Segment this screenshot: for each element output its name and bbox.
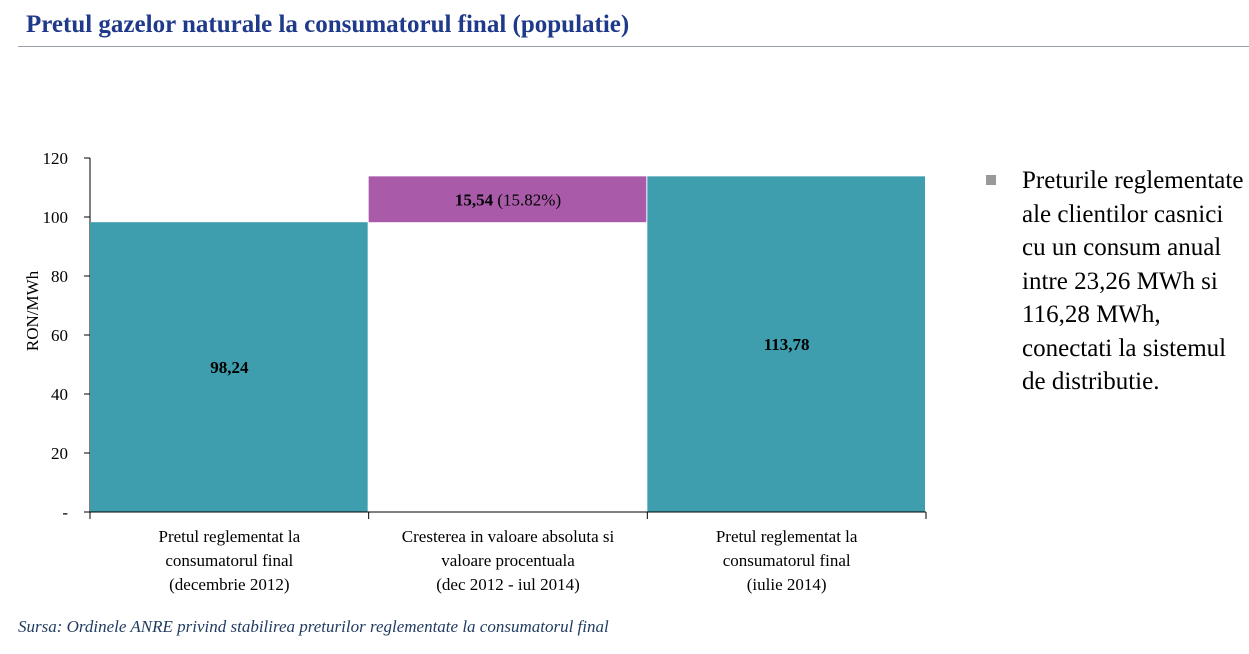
- y-tick-label: 80: [51, 267, 68, 286]
- bar: [647, 176, 925, 512]
- category-label-line: valoare procentuala: [441, 551, 575, 570]
- y-tick-label: 120: [43, 149, 69, 168]
- y-axis: - 20 40 60 80 100 120: [43, 149, 91, 522]
- category-label: Pretul reglementat la consumatorul final (…: [716, 527, 858, 594]
- category-label-line: Pretul reglementat la: [716, 527, 858, 546]
- y-axis-label: RON/MWh: [23, 270, 42, 351]
- data-label: 113,78: [764, 335, 810, 354]
- legend-note-text: Preturile reglementate ale clientilor ca…: [1022, 167, 1244, 395]
- data-label: 15,54 (15.82%): [455, 190, 561, 209]
- legend-bullet-icon: [986, 175, 996, 185]
- data-label: 98,24: [210, 358, 249, 377]
- waterfall-chart: - 20 40 60 80 100 120 98,24 15,54 (15.82%) 113,7…: [23, 149, 927, 594]
- title-divider: [18, 46, 1249, 47]
- bar: [90, 222, 368, 512]
- bar: [368, 176, 647, 223]
- category-label-line: (dec 2012 - iul 2014): [436, 575, 580, 594]
- category-label-line: consumatorul final: [165, 551, 293, 570]
- y-tick-label: -: [62, 503, 68, 522]
- category-label-line: (iulie 2014): [747, 575, 827, 594]
- y-tick-label: 40: [51, 385, 68, 404]
- bars: 98,24 15,54 (15.82%) 113,78: [90, 176, 925, 512]
- source-note: Sursa: Ordinele ANRE privind stabilirea …: [18, 617, 609, 636]
- page-title: Pretul gazelor naturale la consumatorul …: [26, 11, 630, 38]
- y-tick-label: 20: [51, 444, 68, 463]
- y-tick-label: 60: [51, 326, 68, 345]
- category-label: Pretul reglementat la consumatorul final (…: [159, 527, 301, 594]
- data-label-value: 98,24: [210, 358, 249, 377]
- x-axis: Pretul reglementat la consumatorul final (…: [89, 511, 927, 594]
- data-label-value: 15,54: [455, 190, 494, 209]
- data-label-value: 113,78: [764, 335, 810, 354]
- category-label-line: Pretul reglementat la: [159, 527, 301, 546]
- data-label-percent: (15.82%): [493, 190, 561, 209]
- category-label-line: consumatorul final: [723, 551, 851, 570]
- category-label-line: Cresterea in valoare absoluta si: [402, 527, 615, 546]
- category-label-line: (decembrie 2012): [169, 575, 289, 594]
- category-label: Cresterea in valoare absoluta si valoare …: [402, 527, 615, 594]
- legend-note: Preturile reglementate ale clientilor ca…: [986, 164, 1248, 399]
- y-tick-label: 100: [43, 208, 69, 227]
